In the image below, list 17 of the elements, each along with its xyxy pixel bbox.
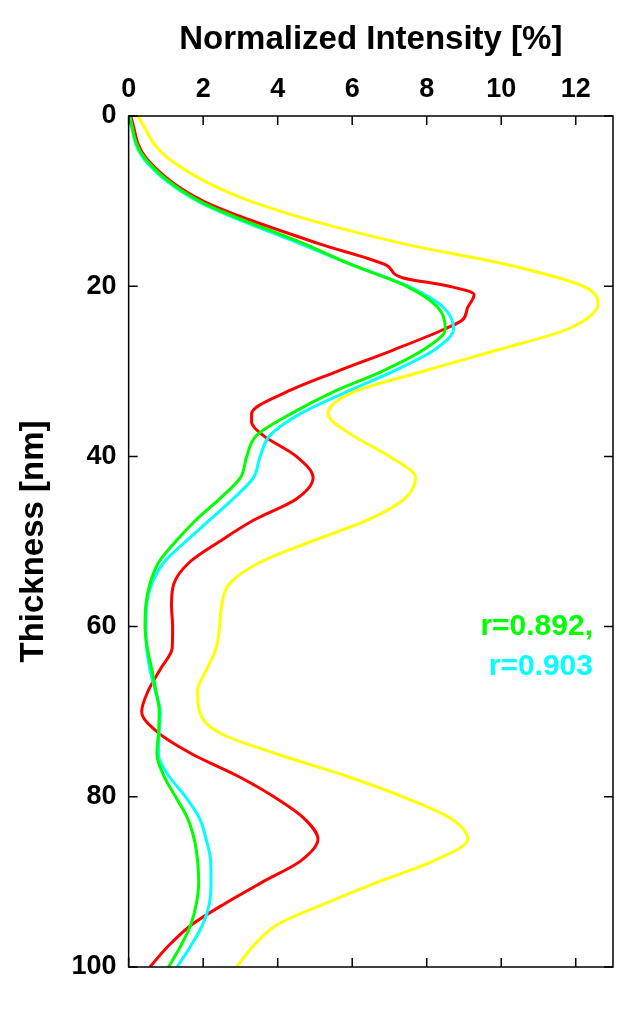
- x-axis-title: Normalized Intensity [%]: [179, 18, 563, 56]
- y-tick-label: 40: [86, 439, 117, 470]
- y-tick-label: 100: [71, 950, 117, 981]
- x-tick-label: 2: [195, 73, 211, 104]
- x-tick-label: 10: [486, 73, 517, 104]
- x-tick-label: 6: [344, 73, 360, 104]
- x-tick-label: 4: [270, 73, 286, 104]
- y-tick-label: 60: [86, 610, 117, 641]
- x-tick-label: 8: [419, 73, 435, 104]
- x-tick-label: 12: [560, 73, 591, 104]
- y-tick-label: 20: [86, 269, 117, 300]
- y-axis-title: Thickness [nm]: [12, 420, 50, 663]
- y-tick-label: 0: [101, 99, 117, 130]
- annotation: r=0.892,: [480, 607, 593, 641]
- y-tick-label: 80: [86, 780, 117, 811]
- annotation: r=0.903: [488, 647, 593, 681]
- x-tick-label: 0: [121, 73, 137, 104]
